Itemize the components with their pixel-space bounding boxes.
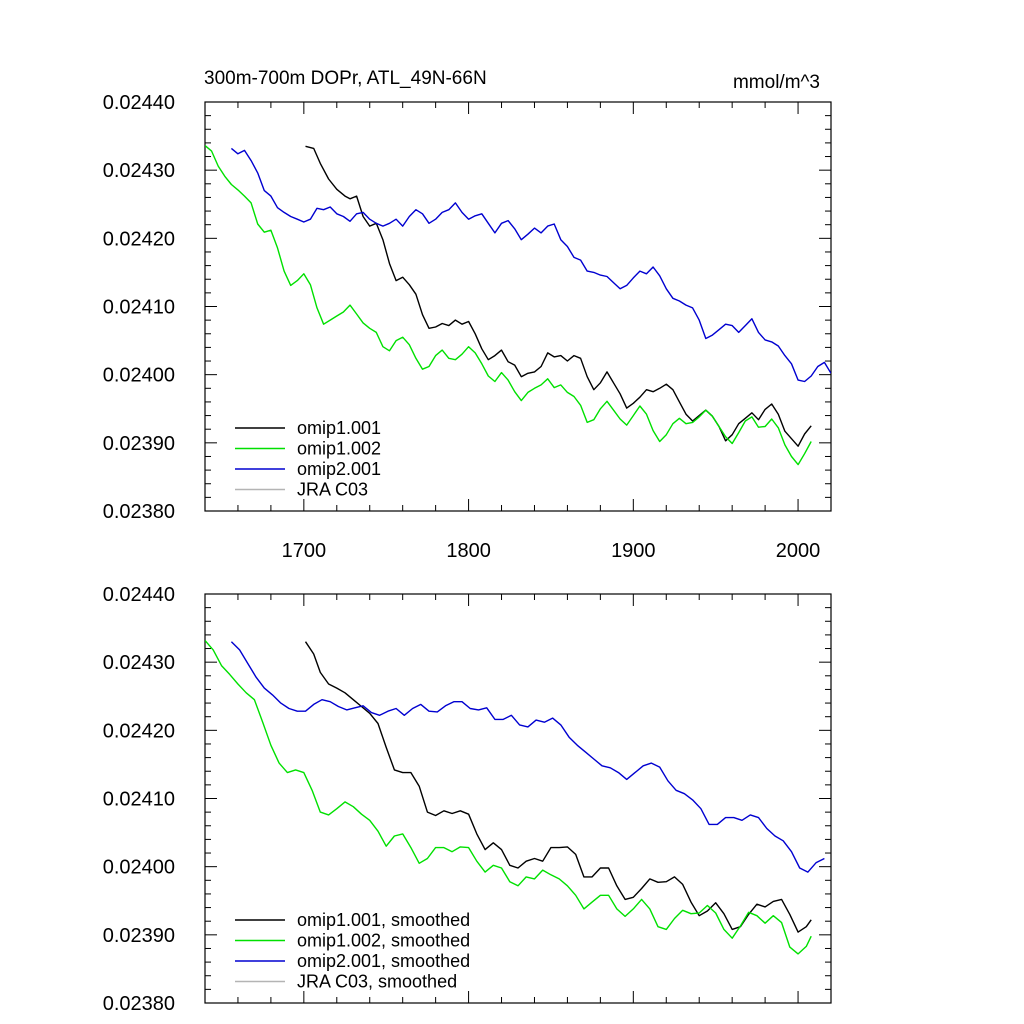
y-tick-label: 0.02430 — [103, 652, 175, 674]
y-tick-label: 0.02380 — [103, 993, 175, 1015]
y-tick-label: 0.02420 — [103, 720, 175, 742]
legend-label: omip2.001 — [297, 459, 381, 479]
series-line-omip2-001 — [230, 147, 831, 383]
series-line-omip2-001 — [230, 641, 825, 873]
y-tick-label: 0.02400 — [103, 857, 175, 879]
y-tick-label: 0.02430 — [103, 160, 175, 182]
legend-label: JRA C03 — [297, 480, 368, 500]
units-label: mmol/m^3 — [733, 72, 820, 93]
y-tick-label: 0.02400 — [103, 365, 175, 387]
y-tick-label: 0.02410 — [103, 297, 175, 319]
x-tick-label: 2000 — [776, 540, 821, 562]
legend-label: omip1.002 — [297, 439, 381, 459]
series-line-omip1-002 — [205, 145, 812, 466]
y-tick-label: 0.02390 — [103, 925, 175, 947]
y-tick-label: 0.02380 — [103, 501, 175, 523]
y-tick-label: 0.02440 — [103, 584, 175, 606]
series-line-omip1-001 — [304, 641, 812, 933]
chart-title: 300m-700m DOPr, ATL_49N-66N — [204, 68, 487, 89]
x-tick-label: 1900 — [611, 540, 656, 562]
series-line-omip1-001 — [305, 145, 812, 447]
top-panel: 300m-700m DOPr, ATL_49N-66N mmol/m^3 0.0… — [103, 68, 832, 562]
y-tick-label: 0.02410 — [103, 789, 175, 811]
legend-label: omip2.001, smoothed — [297, 951, 470, 971]
legend-label: omip1.001 — [297, 418, 381, 438]
y-tick-label: 0.02440 — [103, 92, 175, 114]
x-tick-label: 1700 — [282, 540, 327, 562]
series-line-omip1-002 — [205, 639, 812, 955]
legend-label: omip1.002, smoothed — [297, 931, 470, 951]
bottom-panel: 0.02380 0.02390 0.02400 0.02410 0.02420 0.024… — [103, 584, 832, 1015]
legend-label: omip1.001, smoothed — [297, 910, 470, 930]
y-tick-label: 0.02420 — [103, 228, 175, 250]
legend-label: JRA C03, smoothed — [297, 972, 457, 992]
y-tick-label: 0.02390 — [103, 433, 175, 455]
x-tick-label: 1800 — [446, 540, 491, 562]
